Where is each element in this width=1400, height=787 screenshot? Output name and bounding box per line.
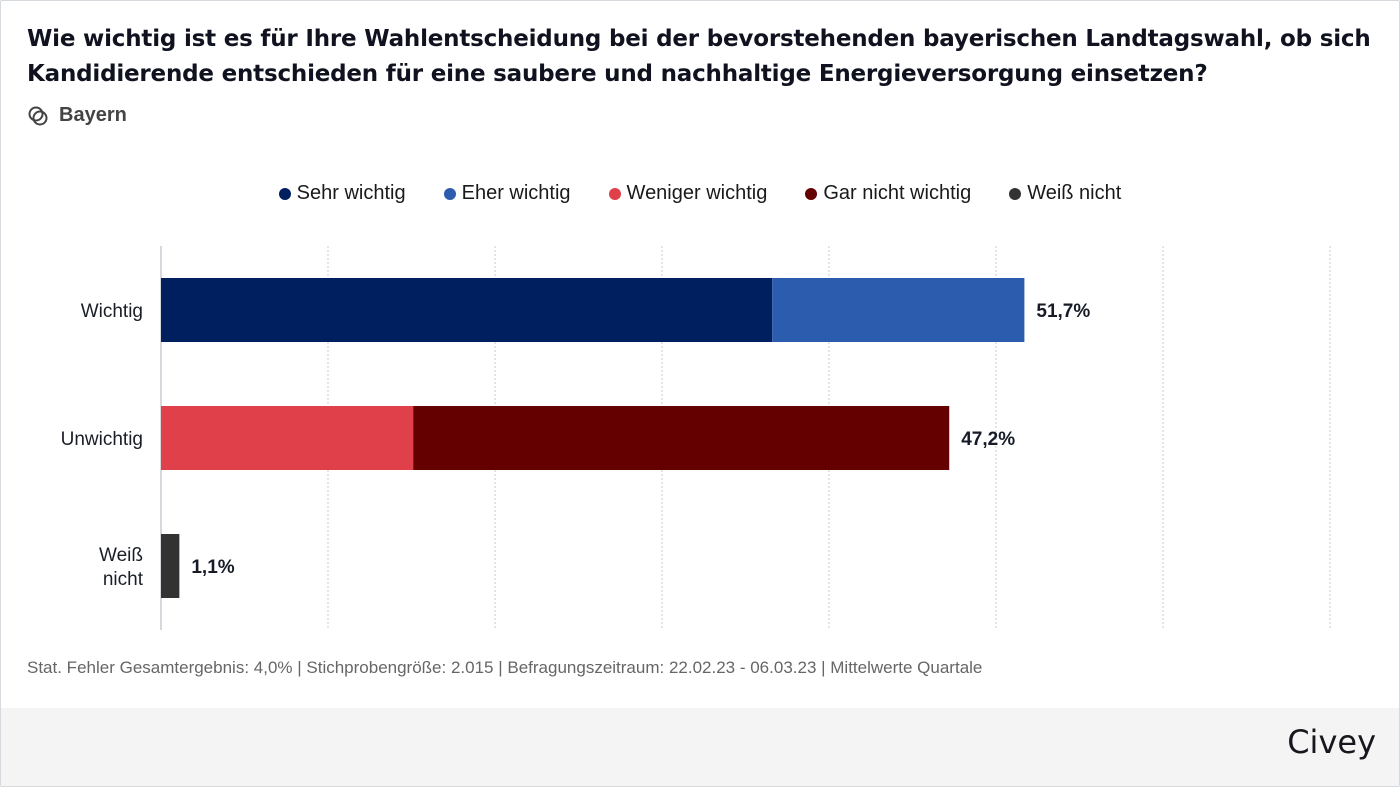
bar-segment	[161, 534, 179, 598]
legend-swatch	[609, 188, 621, 200]
footer-band	[1, 708, 1399, 786]
category-label: Unwichtig	[61, 429, 143, 450]
legend-item[interactable]: Gar nicht wichtig	[805, 182, 971, 205]
category-label: Wichtig	[81, 301, 143, 322]
survey-metadata: Stat. Fehler Gesamtergebnis: 4,0% | Stic…	[27, 658, 982, 678]
bar-value-label: 51,7%	[1036, 301, 1090, 322]
category-label: Weißnicht	[99, 545, 144, 590]
region-name: Bayern	[59, 104, 127, 127]
region-label: Bayern	[27, 104, 127, 127]
bar-chart: 51,7% Wichtig 47,2% Unwichtig 1,1% Weißnicht	[0, 240, 1400, 640]
legend-swatch	[279, 188, 291, 200]
bar-segment	[161, 278, 772, 342]
bar-segment	[413, 406, 949, 470]
legend-label: Weiß nicht	[1027, 182, 1121, 205]
legend-item[interactable]: Eher wichtig	[444, 182, 571, 205]
chart-legend: Sehr wichtig Eher wichtig Weniger wichtig G…	[0, 182, 1400, 205]
legend-item[interactable]: Sehr wichtig	[279, 182, 406, 205]
bar-value-label: 47,2%	[961, 429, 1015, 450]
legend-label: Sehr wichtig	[297, 182, 406, 205]
bar-segment	[772, 278, 1024, 342]
region-circles-icon	[27, 105, 49, 127]
bar-value-label: 1,1%	[191, 557, 234, 578]
brand-logo: Civey	[1287, 723, 1376, 761]
legend-swatch	[444, 188, 456, 200]
legend-label: Weniger wichtig	[627, 182, 768, 205]
legend-label: Eher wichtig	[462, 182, 571, 205]
legend-item[interactable]: Weiß nicht	[1009, 182, 1121, 205]
legend-item[interactable]: Weniger wichtig	[609, 182, 768, 205]
legend-swatch	[805, 188, 817, 200]
bar-segment	[161, 406, 413, 470]
chart-title: Wie wichtig ist es für Ihre Wahlentschei…	[27, 22, 1377, 92]
legend-swatch	[1009, 188, 1021, 200]
legend-label: Gar nicht wichtig	[823, 182, 971, 205]
